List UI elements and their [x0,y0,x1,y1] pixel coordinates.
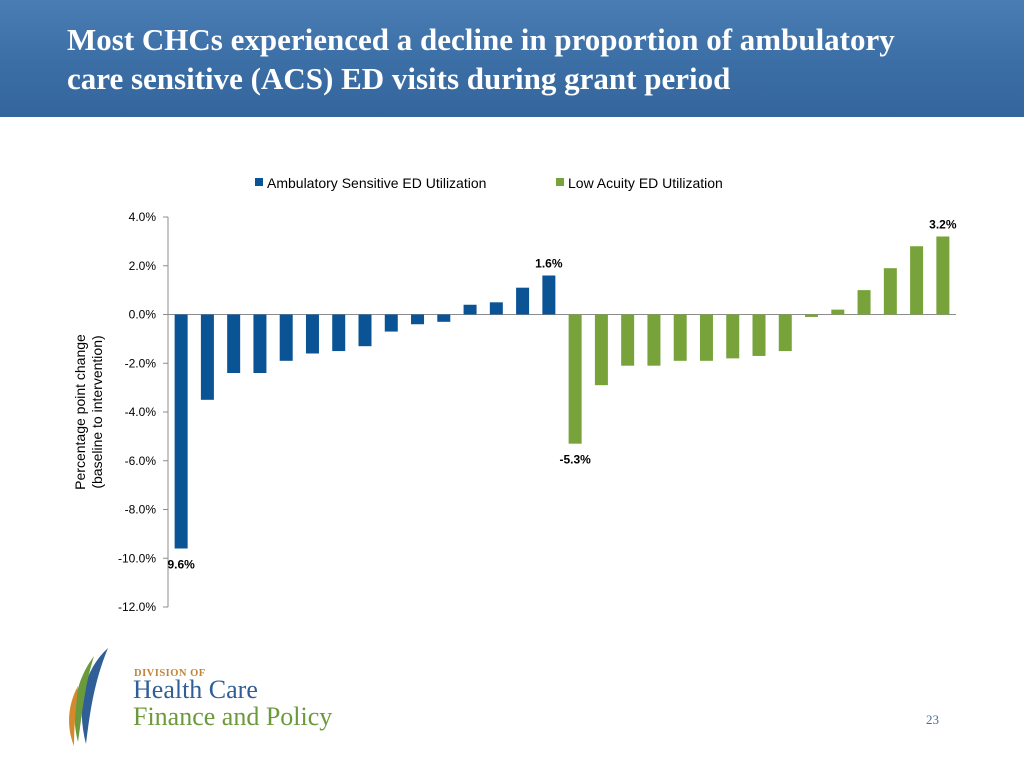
page-number: 23 [926,712,939,727]
logo-line-2: Finance and Policy [133,702,333,731]
bar-low-acuity-13 [883,268,897,315]
slide-title: Most CHCs experienced a decline in propo… [67,20,997,98]
legend-swatch-low-acuity [556,178,564,186]
bar-ambulatory-14 [516,287,530,315]
y-axis-title-line-1: Percentage point change [72,334,88,490]
bar-low-acuity-10 [805,314,819,317]
chart-bars [174,236,950,549]
y-tick-label: -2.0% [125,356,157,370]
data-label: 1.6% [535,257,563,271]
y-axis-title-line-2: (baseline to intervention) [89,335,105,488]
bar-low-acuity-14 [910,246,924,315]
y-tick-label: -10.0% [118,551,156,565]
bar-ambulatory-1 [174,314,188,549]
logo-line-1: Health Care [133,675,258,704]
logo-small-text: DIVISION OF [134,668,206,679]
bar-low-acuity-5 [673,314,687,361]
bar-ambulatory-7 [332,314,346,352]
y-tick-label: 4.0% [129,210,157,224]
y-tick-label: -12.0% [118,600,156,614]
y-tick-label: -4.0% [125,405,157,419]
data-label: 3.2% [929,218,957,232]
bar-low-acuity-2 [594,314,608,386]
bar-ambulatory-2 [200,314,214,400]
bar-low-acuity-12 [857,290,871,315]
data-label: -5.3% [559,453,591,467]
bar-low-acuity-7 [726,314,740,359]
y-axis: 4.0% 2.0% 0.0% -2.0% -4.0% -6.0% -8.0% -10.0% -1… [118,210,956,614]
title-bar: Most CHCs experienced a decline in propo… [0,0,1024,117]
y-tick-label: 2.0% [129,259,157,273]
bar-chart: Ambulatory Sensitive ED Utilization Low … [72,175,957,614]
division-logo-icon [69,648,108,746]
y-tick-label: 0.0% [129,308,157,322]
bar-ambulatory-10 [411,314,425,325]
bar-low-acuity-11 [831,309,845,315]
slide-title-line-2: care sensitive (ACS) ED visits during gr… [67,61,731,96]
y-tick-label: -6.0% [125,454,157,468]
bar-low-acuity-15 [936,236,950,315]
bar-ambulatory-4 [253,314,267,373]
bar-ambulatory-3 [227,314,241,373]
legend-label-low-acuity: Low Acuity ED Utilization [568,175,723,191]
bar-ambulatory-13 [489,302,503,315]
bar-ambulatory-9 [384,314,398,332]
data-labels: 9.6% 1.6% -5.3% 3.2% [167,218,956,572]
y-axis-title: Percentage point change (baseline to int… [72,334,105,490]
bar-low-acuity-4 [647,314,661,366]
bar-low-acuity-3 [621,314,635,366]
bar-ambulatory-5 [279,314,293,361]
legend-label-ambulatory: Ambulatory Sensitive ED Utilization [267,175,486,191]
bar-ambulatory-11 [437,314,451,322]
legend-swatch-ambulatory [255,178,263,186]
bar-low-acuity-8 [752,314,766,356]
chart-legend: Ambulatory Sensitive ED Utilization Low … [255,175,723,191]
y-tick-label: -8.0% [125,503,157,517]
bar-ambulatory-8 [358,314,372,347]
data-label: 9.6% [167,558,195,572]
slide-title-line-1: Most CHCs experienced a decline in propo… [67,22,895,57]
bar-low-acuity-9 [778,314,792,352]
bar-low-acuity-6 [699,314,713,361]
bar-ambulatory-6 [305,314,319,354]
bar-low-acuity-1 [568,314,582,444]
bar-ambulatory-15 [542,275,556,315]
bar-ambulatory-12 [463,304,477,315]
